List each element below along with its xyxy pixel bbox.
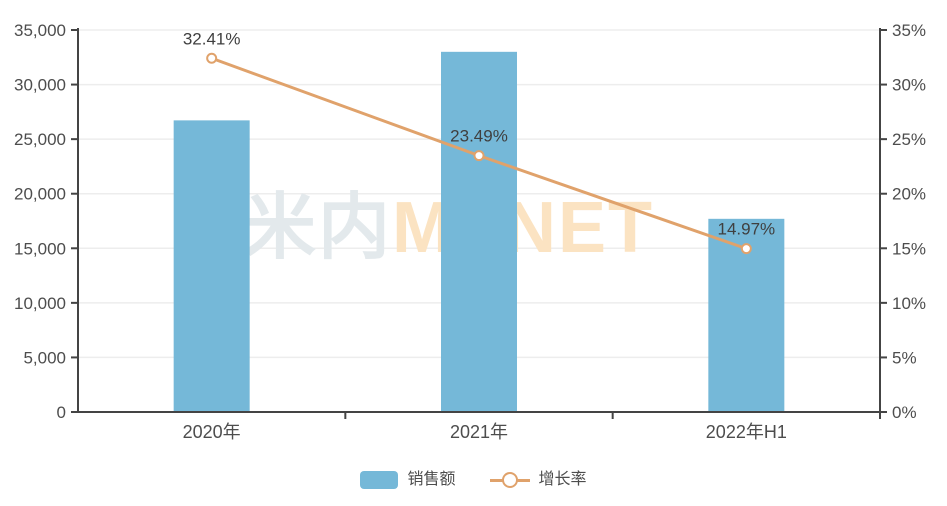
right-axis-tick-label: 35% <box>892 21 926 40</box>
left-axis-tick-label: 35,000 <box>14 21 66 40</box>
left-axis-tick-label: 15,000 <box>14 239 66 258</box>
legend-item-growth[interactable]: 增长率 <box>489 471 587 489</box>
left-axis-tick-label: 30,000 <box>14 76 66 95</box>
growth-point-label: 23.49% <box>450 127 508 146</box>
legend-item-sales[interactable]: 销售额 <box>360 471 456 489</box>
legend-line-swatch-icon <box>489 471 530 489</box>
x-axis-category-label: 2021年 <box>450 422 508 442</box>
left-axis-tick-label: 0 <box>57 403 66 422</box>
legend: 销售额 增长率 <box>0 464 947 496</box>
x-axis-category-label: 2022年H1 <box>706 422 787 442</box>
left-axis-tick-label: 20,000 <box>14 185 66 204</box>
line-marker-2022年H1[interactable] <box>740 243 752 255</box>
line-marker-2020年[interactable] <box>206 52 218 64</box>
legend-bar-swatch-icon <box>360 471 399 489</box>
right-axis-tick-label: 10% <box>892 294 926 313</box>
line-marker-2021年[interactable] <box>473 150 485 162</box>
left-axis-tick-label: 10,000 <box>14 294 66 313</box>
legend-label-growth: 增长率 <box>538 471 587 488</box>
bar-2021年[interactable] <box>441 51 517 412</box>
right-axis-tick-label: 5% <box>892 348 917 367</box>
right-axis-tick-label: 25% <box>892 130 926 149</box>
left-axis-tick-label: 25,000 <box>14 130 66 149</box>
legend-line-marker-icon <box>501 472 518 488</box>
x-axis-category-label: 2020年 <box>183 422 241 442</box>
right-axis-tick-label: 20% <box>892 185 926 204</box>
legend-label-sales: 销售额 <box>407 471 456 488</box>
bar-2020年[interactable] <box>173 120 250 412</box>
left-axis-tick-label: 5,000 <box>23 348 66 367</box>
growth-point-label: 14.97% <box>717 220 775 239</box>
right-axis-tick-label: 30% <box>892 76 926 95</box>
right-axis-tick-label: 15% <box>892 239 926 258</box>
growth-point-label: 32.41% <box>183 29 241 48</box>
right-axis-tick-label: 0% <box>892 403 917 422</box>
